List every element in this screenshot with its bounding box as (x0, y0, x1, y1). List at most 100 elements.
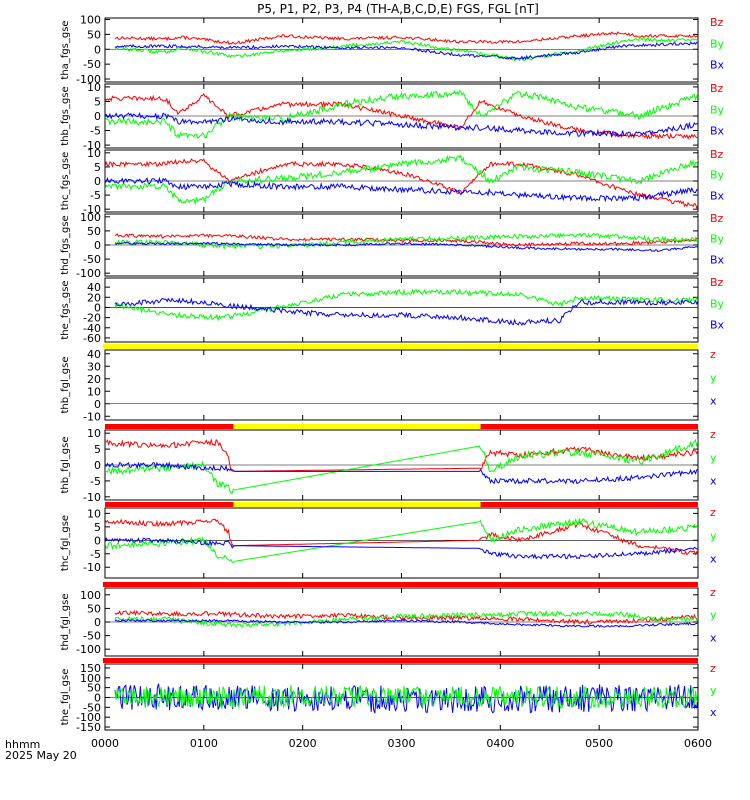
y-axis-label: thc_fgs_gse (60, 152, 71, 211)
y-tick-label: -10 (83, 203, 101, 216)
y-tick-label: 0 (94, 110, 101, 123)
y-tick-label: 5 (94, 443, 101, 456)
y-tick-label: 100 (80, 13, 101, 26)
y-tick-label: 10 (87, 427, 101, 440)
y-tick-label: -40 (83, 322, 101, 335)
legend-Bx: Bx (710, 253, 725, 266)
y-tick-label: 0 (94, 616, 101, 629)
y-tick-label: -10 (83, 561, 101, 574)
legend-Bx: Bx (710, 319, 725, 332)
panel-frame (104, 277, 699, 343)
legend-Bz: Bz (710, 212, 724, 225)
legend-Bz: Bz (710, 16, 724, 29)
series-line-Bz (114, 31, 698, 45)
date-label: 2025 May 20 (5, 749, 77, 762)
y-tick-label: -50 (83, 701, 101, 714)
y-axis-label: tha_fgs_gse (60, 20, 71, 79)
series-line-Bz (105, 158, 698, 210)
legend-y: y (710, 684, 717, 697)
y-tick-label: -100 (76, 711, 101, 724)
x-tick-label: 0500 (585, 737, 613, 750)
y-tick-label: 20 (87, 291, 101, 304)
series-line-Bx (114, 297, 698, 326)
y-axis-label: thb_fgl_gse (60, 357, 71, 414)
y-tick-label: -50 (83, 253, 101, 266)
x-tick-label: 0400 (486, 737, 514, 750)
y-tick-label: 40 (87, 281, 101, 294)
y-tick-label: -100 (76, 643, 101, 656)
legend-z: z (710, 506, 716, 519)
flag-segment (103, 658, 698, 663)
legend-z: z (710, 662, 716, 675)
y-tick-label: 5 (94, 521, 101, 534)
series-line-x (105, 536, 698, 560)
legend-y: y (710, 451, 717, 464)
y-tick-label: -50 (83, 58, 101, 71)
y-tick-label: 0 (94, 301, 101, 314)
y-tick-label: -5 (90, 189, 101, 202)
y-axis-label: thb_fgl_gse (60, 437, 71, 494)
series-line-Bx (105, 111, 698, 139)
series-line-Bz (105, 92, 698, 140)
panel-thb_fgl_gse: 10 5 0 -5 -10 thb_fgl_gse zyx (60, 424, 717, 504)
y-tick-label: 20 (87, 373, 101, 386)
y-tick-label: 10 (87, 385, 101, 398)
legend-y: y (710, 371, 717, 384)
y-tick-label: -100 (76, 73, 101, 86)
quality-flag-bar (105, 424, 698, 429)
quality-flag-bar (103, 344, 698, 349)
y-tick-label: 50 (87, 225, 101, 238)
flag-segment (103, 344, 698, 349)
flag-segment (105, 502, 234, 507)
y-axis-label: thc_fgl_gse (60, 515, 71, 571)
chart-title: P5, P1, P2, P3, P4 (TH-A,B,C,D,E) FGS, F… (257, 2, 539, 16)
panel-tha_fgs_gse: 100 50 0 -50 -100 tha_fgs_gse Bz By Bx (60, 13, 725, 86)
legend-By: By (710, 37, 725, 50)
y-tick-label: 100 (80, 589, 101, 602)
y-tick-label: -50 (83, 630, 101, 643)
quality-flag-bar (105, 502, 698, 507)
legend-Bx: Bx (710, 125, 725, 138)
y-axis-label: the_fgl_gse (60, 669, 71, 726)
flag-segment (480, 424, 698, 429)
legend-x: x (710, 706, 717, 719)
y-tick-label: 0 (94, 691, 101, 704)
y-tick-label: -10 (83, 139, 101, 152)
series-line-x (114, 618, 698, 628)
series-line-Bx (114, 41, 698, 61)
panel-thb_fgs_gse: 105 0 -5-10 thb_fgs_gse Bz By Bx (60, 81, 725, 152)
series-line-z (105, 518, 698, 556)
y-tick-label: -5 (90, 475, 101, 488)
y-tick-label: -20 (83, 312, 101, 325)
flag-segment (480, 502, 698, 507)
series-line-By (114, 36, 698, 62)
legend-Bz: Bz (710, 148, 724, 161)
y-tick-label: 0 (94, 239, 101, 252)
quality-flag-bar (103, 658, 698, 663)
x-tick-label: 0200 (289, 737, 317, 750)
legend-Bx: Bx (710, 59, 725, 72)
legend-Bz: Bz (710, 82, 724, 95)
legend-By: By (710, 169, 725, 182)
series-line-y (114, 684, 698, 710)
x-tick-label: 0300 (388, 737, 416, 750)
y-tick-label: 50 (87, 602, 101, 615)
y-tick-label: 150 (80, 662, 101, 675)
legend-By: By (710, 233, 725, 246)
y-tick-label: 100 (80, 672, 101, 685)
y-tick-label: -5 (90, 125, 101, 138)
x-tick-label: 0600 (684, 737, 712, 750)
y-tick-label: 0 (94, 43, 101, 56)
y-axis-label: thb_fgs_gse (60, 86, 71, 145)
y-tick-label: 10 (87, 147, 101, 160)
y-tick-label: 100 (80, 211, 101, 224)
y-tick-label: -10 (83, 410, 101, 423)
series-line-Bz (114, 233, 698, 248)
y-tick-label: 0 (94, 175, 101, 188)
y-tick-label: -60 (83, 332, 101, 345)
series-line-Bx (114, 241, 698, 252)
